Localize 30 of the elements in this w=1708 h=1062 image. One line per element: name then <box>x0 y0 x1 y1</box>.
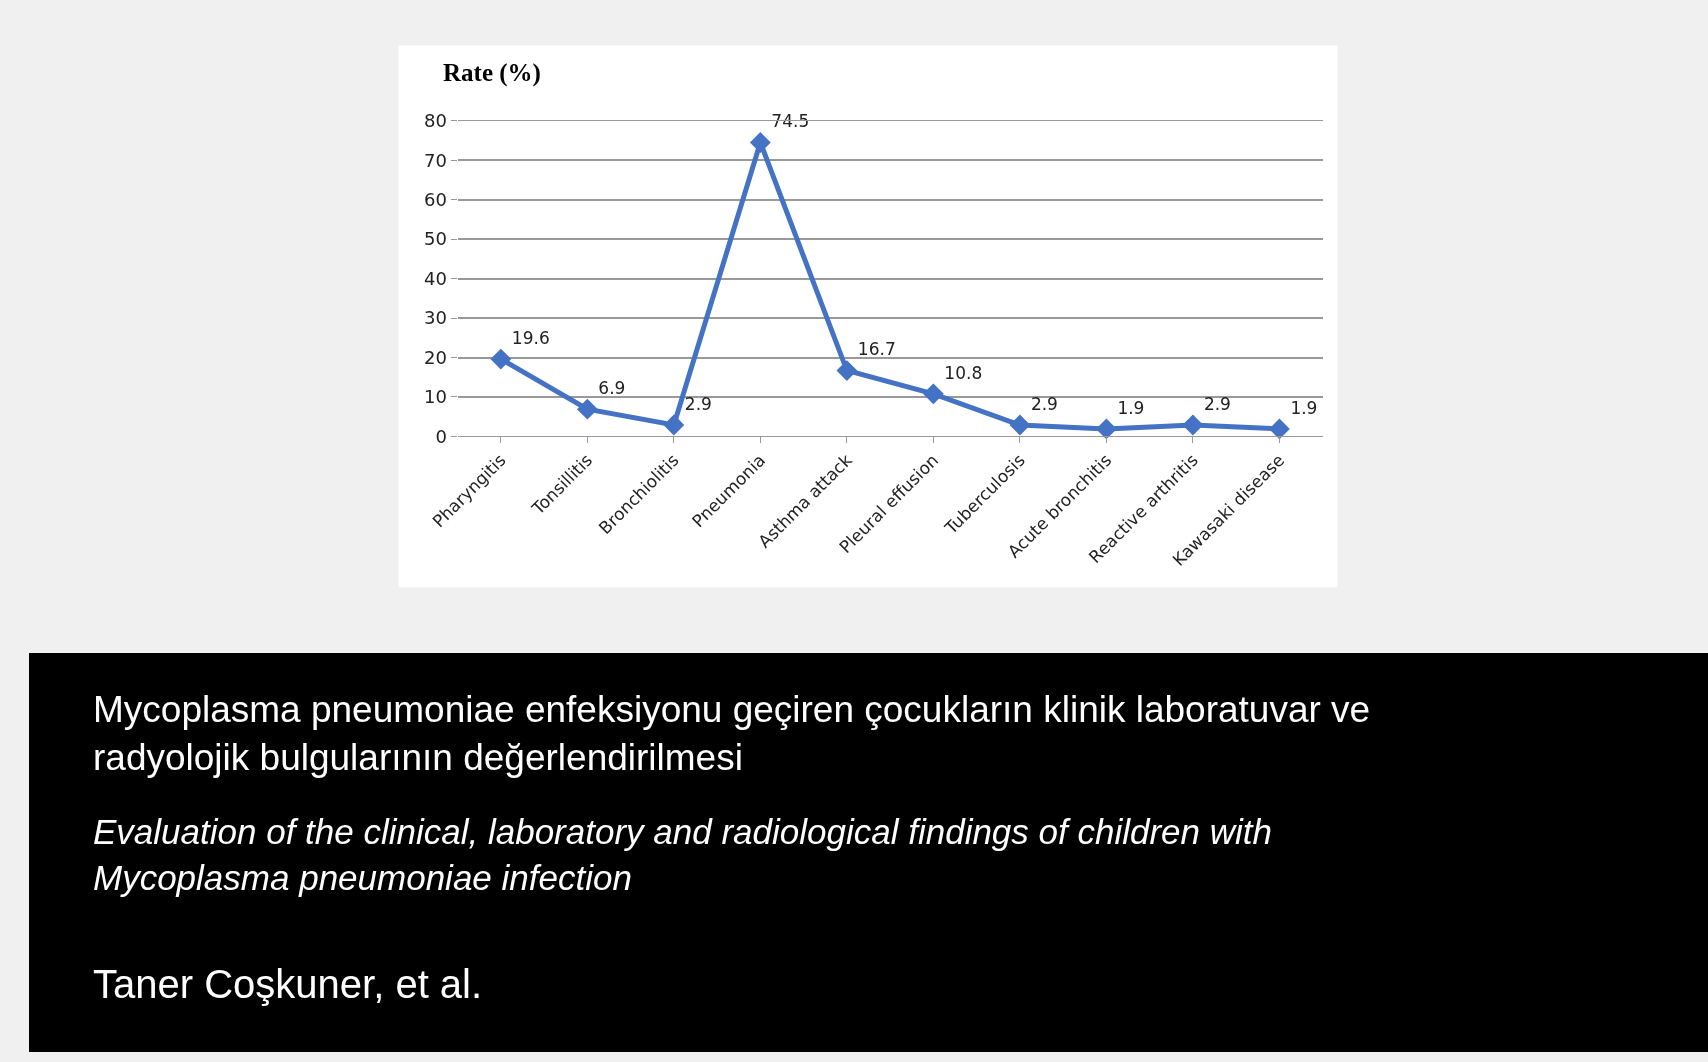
y-tick-label: 30 <box>424 307 447 329</box>
point <box>576 398 598 420</box>
text: Taner Coşkuner, et al. <box>93 962 483 1006</box>
data-label: 2.9 <box>1030 393 1058 414</box>
y-tick-label: 70 <box>424 149 447 171</box>
y-tick-label: 40 <box>424 267 447 289</box>
point <box>749 132 771 153</box>
point <box>922 383 944 405</box>
y-tick-label: 0 <box>435 425 447 447</box>
text: Evaluation of the clinical, laboratory and radiological findings of children with Mycoplasma pneumoniae infection <box>93 812 1273 897</box>
data-label: 16.7 <box>857 339 896 360</box>
data-label: 19.6 <box>511 327 550 348</box>
y-tick-label: 20 <box>424 346 447 368</box>
y-tick-label: 80 <box>424 110 447 132</box>
point <box>490 348 512 370</box>
point <box>663 414 685 436</box>
data-label: 6.9 <box>598 377 626 398</box>
data-label: 1.9 <box>1290 397 1318 418</box>
point <box>1182 414 1204 436</box>
y-axis-title: Rate (%) <box>443 59 541 87</box>
text: Mycoplasma pneumoniae enfeksiyonu geçiren çocukların klinik laboratuvar ve radyolojik bulgularının değerlendirilmesi <box>93 689 1371 779</box>
y-tick-label: 50 <box>424 228 447 250</box>
point <box>836 360 858 381</box>
data-label: 2.9 <box>684 393 712 414</box>
data-label: 2.9 <box>1203 393 1231 414</box>
y-tick-label: 10 <box>424 386 447 408</box>
y-tick-label: 60 <box>424 189 447 210</box>
data-label: 10.8 <box>944 362 983 383</box>
data-label: 1.9 <box>1117 397 1145 418</box>
point <box>1009 414 1031 436</box>
